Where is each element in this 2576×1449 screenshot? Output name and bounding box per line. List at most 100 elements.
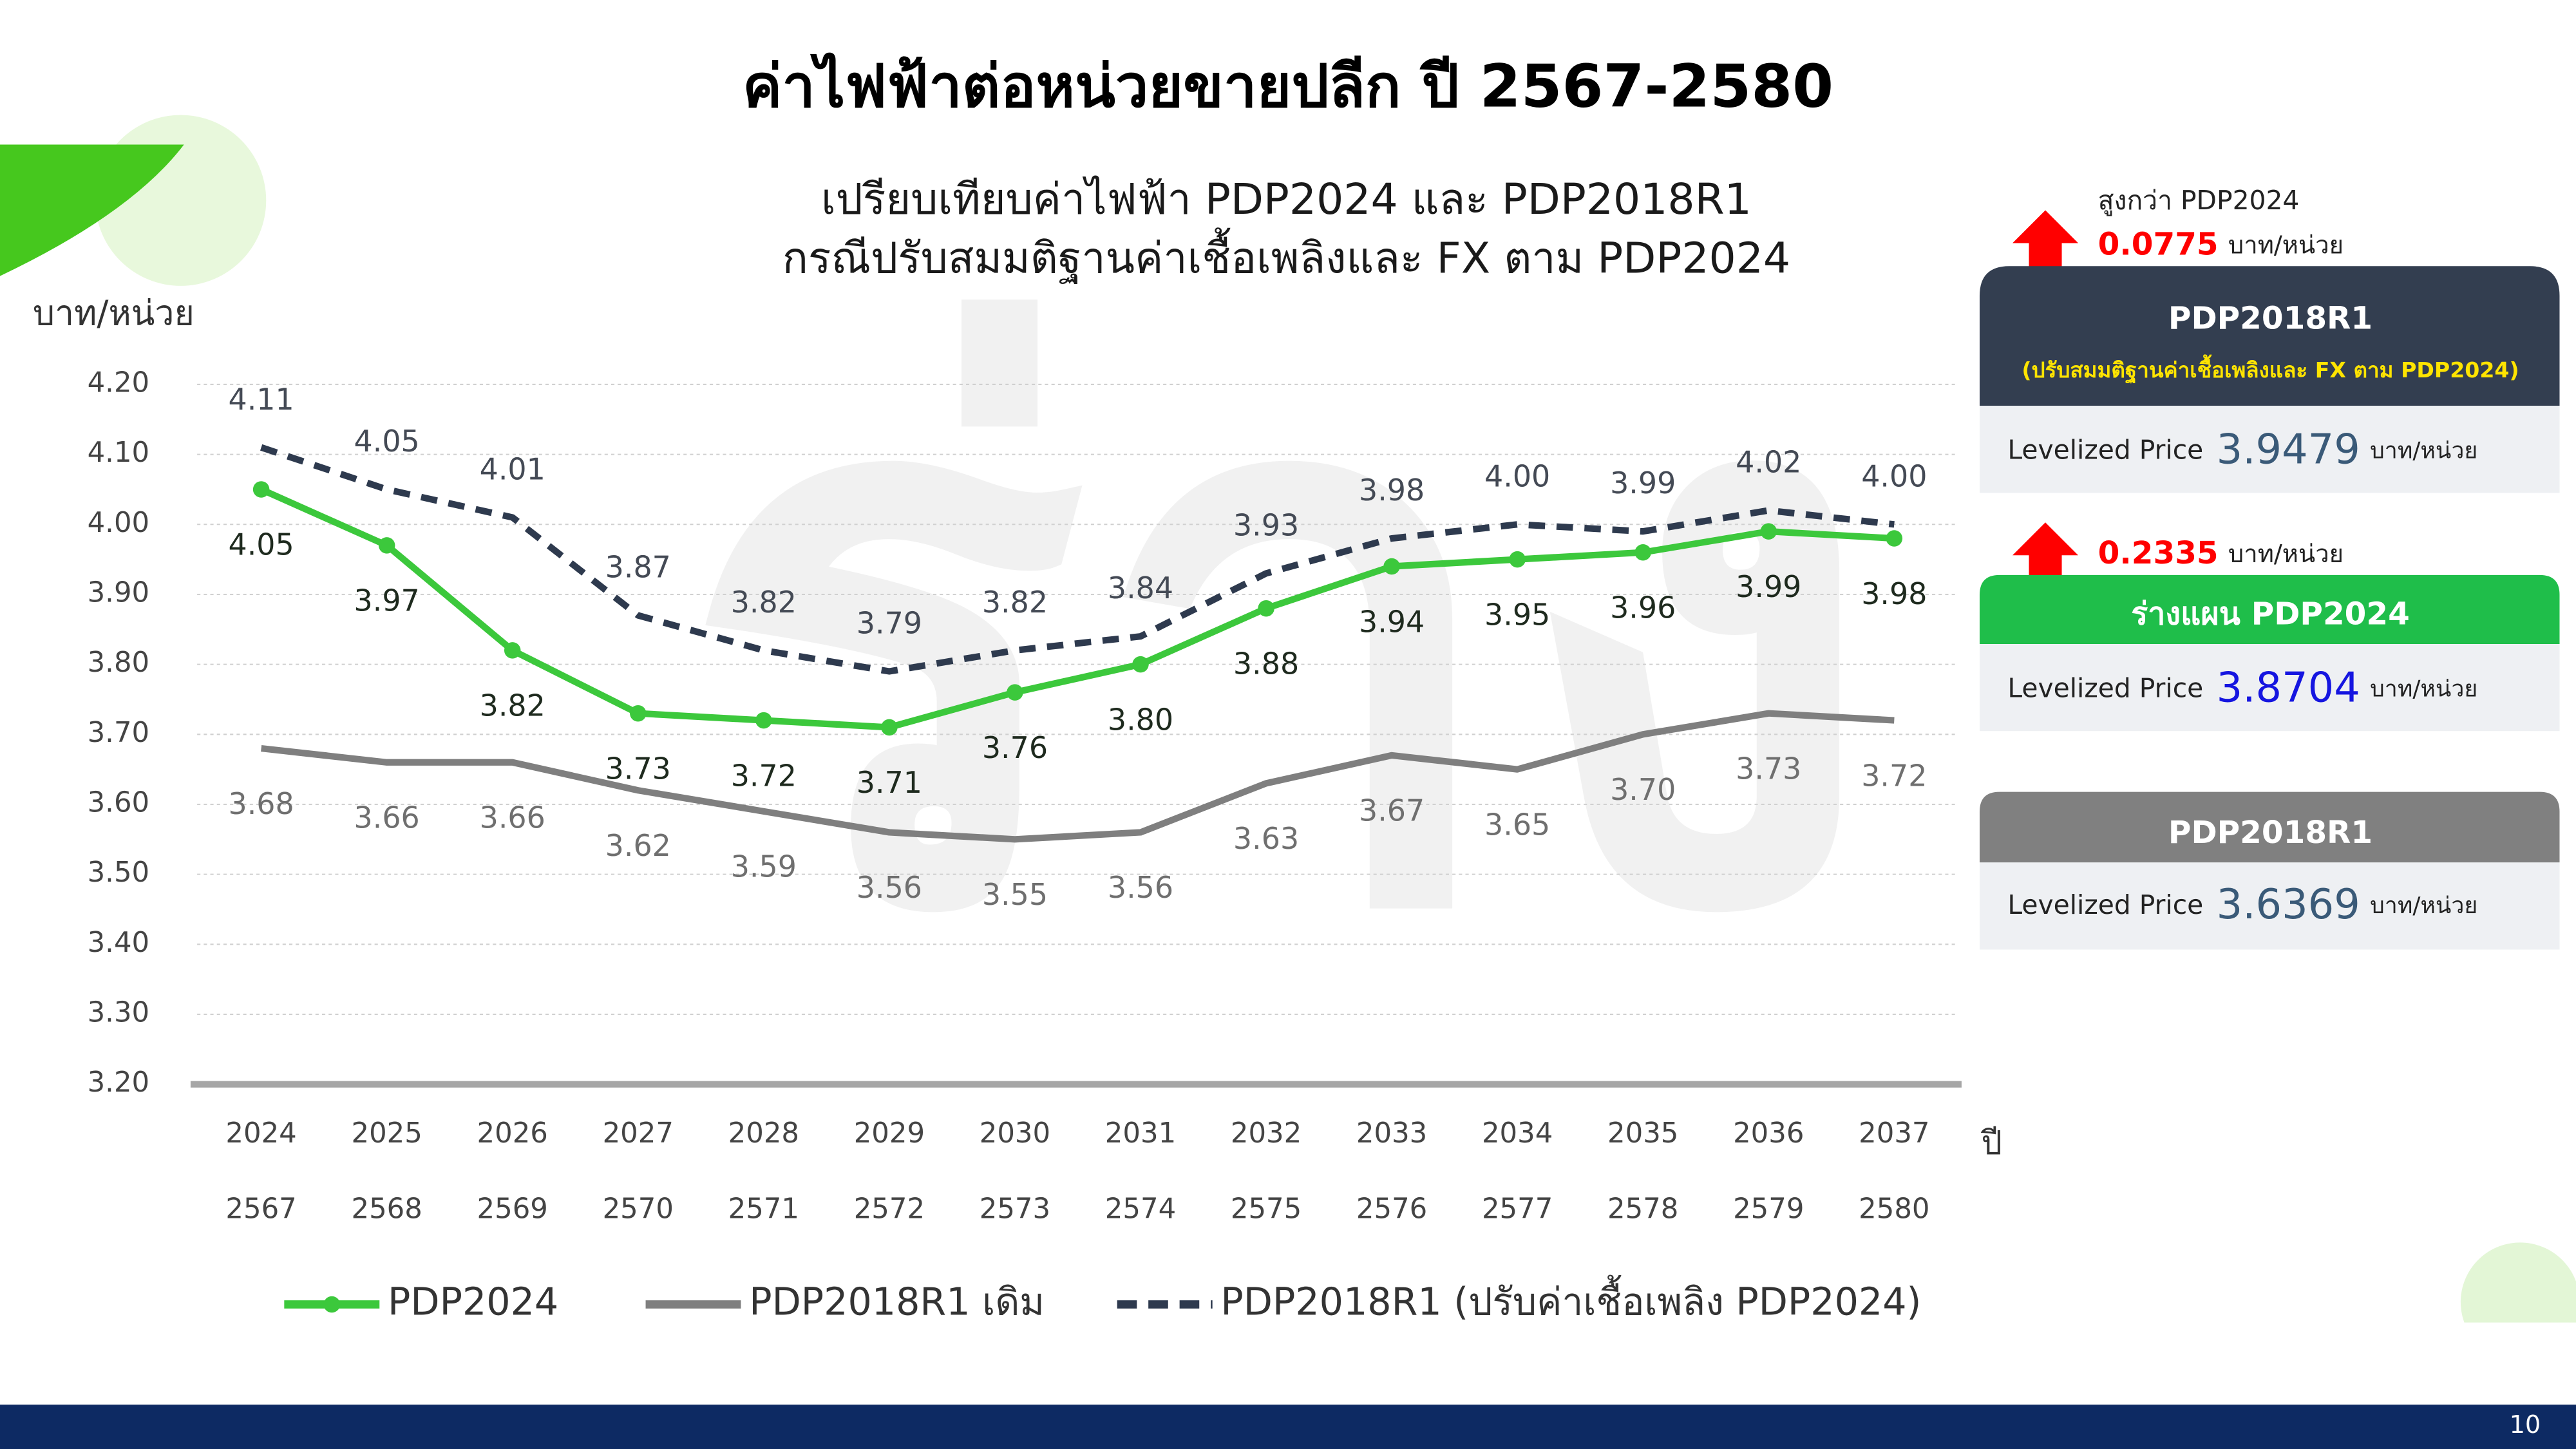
panel-label: Levelized Price bbox=[2007, 889, 2203, 920]
x-tick-label: 2035 bbox=[1607, 1117, 1678, 1150]
data-label: 3.63 bbox=[1233, 821, 1299, 856]
data-label: 3.67 bbox=[1359, 793, 1425, 828]
data-label: 3.71 bbox=[857, 765, 922, 800]
data-label: 3.59 bbox=[731, 849, 797, 884]
x-tick-label-thai: 2570 bbox=[603, 1193, 674, 1226]
panel-diff: 0.0775 bbox=[2098, 227, 2219, 263]
data-label: 3.68 bbox=[229, 786, 294, 821]
panel-body bbox=[1979, 862, 2560, 950]
x-tick-label-thai: 2577 bbox=[1482, 1193, 1553, 1226]
legend-marker bbox=[323, 1296, 341, 1313]
series-line bbox=[261, 710, 1895, 843]
data-label: 3.72 bbox=[1861, 758, 1927, 793]
data-label: 4.02 bbox=[1736, 445, 1801, 480]
data-label: 3.80 bbox=[1108, 702, 1173, 737]
panel-price: 3.6369 bbox=[2217, 881, 2360, 929]
data-label: 3.55 bbox=[982, 877, 1048, 912]
panel-price: 3.9479 bbox=[2217, 426, 2360, 473]
panel-diff-unit: บาท/หน่วย bbox=[2228, 231, 2344, 260]
x-tick-label-thai: 2575 bbox=[1231, 1193, 1302, 1226]
x-tick-label: 2026 bbox=[477, 1117, 548, 1150]
x-tick-label: 2032 bbox=[1231, 1117, 1302, 1150]
panel-header bbox=[1979, 266, 2560, 406]
x-tick-label: 2028 bbox=[728, 1117, 799, 1150]
y-axis-label: บาท/หน่วย bbox=[33, 292, 194, 333]
point bbox=[1007, 684, 1023, 701]
y-tick-label: 3.50 bbox=[88, 857, 150, 889]
x-tick-label: 2034 bbox=[1482, 1117, 1553, 1150]
chart-subtitle: กรณีปรับสมมติฐานค่าเชื้อเพลิงและ FX ตาม … bbox=[782, 227, 1790, 284]
x-tick-label: 2025 bbox=[351, 1117, 422, 1150]
panel-label: Levelized Price bbox=[2007, 435, 2203, 466]
data-label: 3.56 bbox=[1108, 870, 1173, 905]
point bbox=[1383, 558, 1400, 575]
point bbox=[1886, 530, 1903, 547]
point bbox=[504, 642, 521, 659]
data-label: 3.66 bbox=[354, 800, 420, 835]
data-label: 3.72 bbox=[731, 758, 797, 793]
panel-diff: 0.2335 bbox=[2098, 535, 2219, 571]
panel-subtitle: (ปรับสมมติฐานค่าเชื้อเพลิงและ FX ตาม PDP… bbox=[2022, 354, 2519, 384]
data-label: 4.01 bbox=[480, 451, 545, 486]
data-label: 3.95 bbox=[1484, 597, 1550, 632]
page-title: ค่าไฟฟ้าต่อหน่วยขายปลีก ปี 2567-2580 bbox=[743, 52, 1833, 121]
x-tick-label: 2036 bbox=[1733, 1117, 1804, 1150]
panel-diff-line: 0.0775 บาท/หน่วย bbox=[2098, 227, 2344, 263]
data-label: 3.84 bbox=[1108, 571, 1173, 605]
panel-price-line: Levelized Price 3.8704 บาท/หน่วย bbox=[2007, 664, 2477, 712]
data-label: 3.56 bbox=[857, 870, 922, 905]
page-number: 10 bbox=[2510, 1410, 2541, 1439]
x-tick-label-thai: 2572 bbox=[854, 1193, 925, 1226]
data-label: 4.00 bbox=[1484, 459, 1550, 493]
data-label: 3.66 bbox=[480, 800, 545, 835]
point bbox=[1132, 656, 1149, 673]
series-line bbox=[260, 486, 1895, 731]
x-tick-label: 2029 bbox=[854, 1117, 925, 1150]
x-tick-label: 2033 bbox=[1356, 1117, 1427, 1150]
x-tick-label: 2037 bbox=[1859, 1117, 1929, 1150]
panel-price-unit: บาท/หน่วย bbox=[2370, 893, 2477, 919]
x-tick-label-thai: 2567 bbox=[225, 1193, 296, 1226]
data-label: 3.76 bbox=[982, 730, 1048, 765]
data-label: 3.79 bbox=[857, 606, 922, 641]
watermark: ร่าง bbox=[682, 195, 1881, 1075]
panel-header bbox=[1979, 791, 2560, 863]
series-line bbox=[260, 444, 1895, 675]
panel-price-line: Levelized Price 3.6369 บาท/หน่วย bbox=[2007, 881, 2477, 929]
panel-body bbox=[1979, 644, 2560, 732]
up-arrow bbox=[2012, 522, 2079, 589]
x-tick-label-thai: 2568 bbox=[351, 1193, 422, 1226]
point bbox=[755, 712, 772, 729]
data-label: 3.97 bbox=[354, 583, 420, 618]
data-label: 3.96 bbox=[1610, 591, 1676, 625]
panel-price-line: Levelized Price 3.9479 บาท/หน่วย bbox=[2007, 426, 2477, 473]
data-label: 4.05 bbox=[354, 424, 420, 459]
x-axis-label: ปี bbox=[1980, 1124, 2002, 1162]
data-label: 3.62 bbox=[605, 828, 671, 863]
x-tick-label-thai: 2574 bbox=[1105, 1193, 1176, 1226]
data-label: 3.88 bbox=[1233, 646, 1299, 681]
y-tick-label: 3.30 bbox=[88, 997, 150, 1029]
legend-label: PDP2024 bbox=[388, 1280, 558, 1324]
panel-body bbox=[1979, 406, 2560, 493]
x-tick-label: 2030 bbox=[980, 1117, 1050, 1150]
panel-header bbox=[1979, 574, 2560, 644]
data-label: 3.70 bbox=[1610, 772, 1676, 807]
x-tick-label-thai: 2578 bbox=[1607, 1193, 1678, 1226]
x-tick-label-thai: 2579 bbox=[1733, 1193, 1804, 1226]
up-arrow bbox=[2012, 210, 2079, 276]
data-label: 4.11 bbox=[229, 382, 294, 417]
footer-bar bbox=[0, 1405, 2576, 1449]
x-tick-label-thai: 2576 bbox=[1356, 1193, 1427, 1226]
x-tick-label: 2031 bbox=[1105, 1117, 1176, 1150]
panel-note: สูงกว่า PDP2024 bbox=[2098, 185, 2300, 216]
point bbox=[1258, 600, 1274, 617]
chart-title: เปรียบเทียบค่าไฟฟ้า PDP2024 และ PDP2018R… bbox=[821, 174, 1752, 224]
data-label: 3.82 bbox=[480, 688, 545, 723]
data-label: 3.73 bbox=[1736, 751, 1801, 786]
panel-diff-line: 0.2335 บาท/หน่วย bbox=[2098, 535, 2344, 571]
legend-label: PDP2018R1 (ปรับค่าเชื้อเพลิง PDP2024) bbox=[1220, 1275, 1921, 1324]
point bbox=[378, 537, 395, 554]
y-tick-label: 3.60 bbox=[88, 786, 150, 819]
